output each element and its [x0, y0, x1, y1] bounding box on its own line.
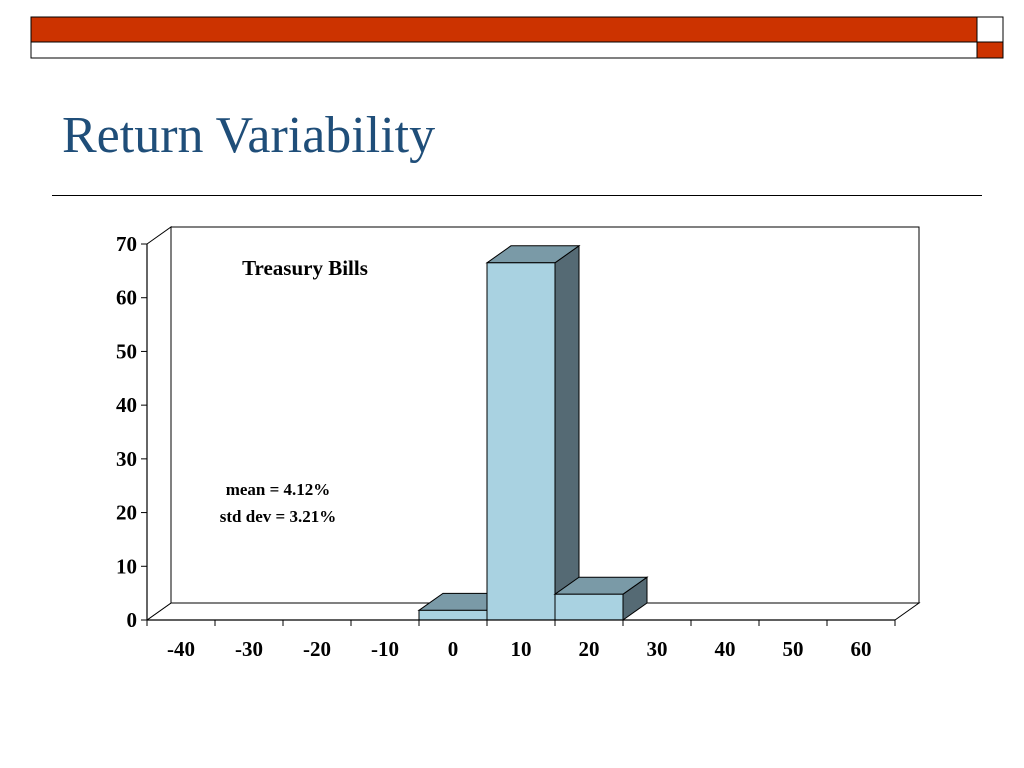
- y-tick-label-10: 10: [116, 554, 137, 578]
- band-corner-red-square: [976, 41, 1004, 59]
- std-dev-annotation: std dev = 3.21%: [220, 507, 336, 526]
- band-corner-white-square: [976, 16, 1004, 43]
- y-tick-label-20: 20: [116, 501, 137, 525]
- x-tick-label--30: -30: [235, 637, 263, 661]
- bar-0: [418, 609, 488, 621]
- y-tick-label-40: 40: [116, 393, 137, 417]
- bar-20: [554, 593, 624, 621]
- title-divider: [52, 195, 982, 196]
- x-tick-label-0: 0: [448, 637, 459, 661]
- chart-bars: [417, 244, 649, 621]
- band-red-bar: [30, 16, 978, 43]
- x-tick-label--10: -10: [371, 637, 399, 661]
- y-tick-label-30: 30: [116, 447, 137, 471]
- x-tick-label-20: 20: [579, 637, 600, 661]
- x-tick-label-40: 40: [715, 637, 736, 661]
- chart-title: Treasury Bills: [242, 256, 368, 280]
- top-decoration-band: [30, 16, 1004, 59]
- y-tick-label-60: 60: [116, 286, 137, 310]
- bar-side-10: [554, 244, 580, 621]
- x-tick-label-50: 50: [783, 637, 804, 661]
- x-tick-label-30: 30: [647, 637, 668, 661]
- chart-side-wall: [146, 226, 172, 621]
- mean-annotation: mean = 4.12%: [226, 480, 331, 499]
- y-tick-label-0: 0: [127, 608, 138, 632]
- y-tick-label-70: 70: [116, 232, 137, 256]
- x-tick-label-60: 60: [851, 637, 872, 661]
- x-tick-label--20: -20: [303, 637, 331, 661]
- bar-10: [486, 262, 556, 621]
- slide-title: Return Variability: [62, 107, 436, 164]
- x-tick-label--40: -40: [167, 637, 195, 661]
- x-tick-label-10: 10: [511, 637, 532, 661]
- chart-axes: 0 10 20 30 40 50 60 70 -40 -30 -20 -10 0 10 20 30 40 50 60: [116, 232, 896, 661]
- y-tick-label-50: 50: [116, 339, 137, 363]
